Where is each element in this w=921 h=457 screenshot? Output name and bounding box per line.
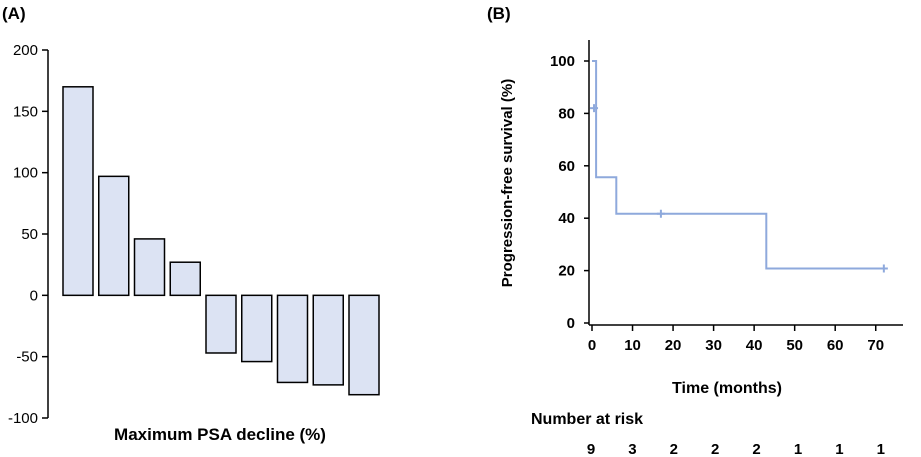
panel-b-survival-chart: (B) 100 80 60 40 20 0 0 10 20 30 40 50 60 70 Progres… [487,4,903,457]
panel-a-y-ticks: 200 150 100 50 0 -50 -100 [8,42,48,427]
panel-a-y-tick-label: 200 [13,42,38,59]
panel-b-y-tick-label: 80 [558,105,575,122]
panel-a-y-tick-label: 150 [13,103,38,120]
panel-a-waterfall-chart: (A) 200 150 100 50 0 -50 -100 Maximum PSA decl… [2,4,380,444]
panel-b-y-ticks: 100 80 60 40 20 0 [550,53,589,332]
panel-a-bar [276,294,309,384]
panel-a-y-tick-label: 0 [30,287,38,304]
panel-a-label: (A) [2,4,26,23]
panel-a-y-tick-label: 100 [13,165,38,182]
panel-a-bars [62,86,380,396]
panel-b-y-tick-label: 40 [558,210,575,227]
panel-b-x-tick-label: 20 [665,337,682,354]
panel-b-x-tick-label: 30 [705,337,722,354]
panel-b-y-tick-label: 0 [567,315,575,332]
risk-table-title: Number at risk [531,411,643,428]
censor-marks [590,104,888,273]
panel-b-x-tick-label: 40 [746,337,763,354]
panel-a-y-tick-label: 50 [21,226,38,243]
panel-a-bar [348,294,380,396]
risk-value: 2 [670,441,678,457]
risk-value: 1 [794,441,802,457]
panel-a-y-tick-label: -100 [8,410,38,427]
panel-a-bar [133,238,166,297]
risk-value: 1 [835,441,843,457]
panel-b-x-tick-label: 10 [624,337,641,354]
panel-b-x-axis-title: Time (months) [672,380,782,397]
panel-b-x-tick-label: 50 [786,337,803,354]
panel-b-y-tick-label: 20 [558,263,575,280]
panel-a-bar [98,175,130,297]
panel-a-bar [62,86,94,297]
risk-table-values: 9 3 2 2 2 1 1 1 [587,441,885,457]
risk-value: 9 [587,441,595,457]
panel-b-x-tick-label: 60 [827,337,844,354]
panel-b-y-tick-label: 60 [558,158,575,175]
panel-b-x-tick-label: 70 [867,337,884,354]
risk-value: 2 [711,441,719,457]
panel-a-x-axis-title: Maximum PSA decline (%) [114,425,326,444]
panel-b-x-ticks: 0 10 20 30 40 50 60 70 [588,325,884,354]
risk-value: 1 [877,441,885,457]
risk-value: 3 [628,441,636,457]
panel-a-y-tick-label: -50 [16,349,38,366]
panel-b-y-tick-label: 100 [550,53,575,70]
survival-curve [592,60,884,270]
panel-b-x-tick-label: 0 [588,337,596,354]
risk-value: 2 [752,441,760,457]
panel-a-bar [169,261,201,297]
panel-a-bar [241,294,273,363]
panel-b-y-axis-title: Progression-free survival (%) [499,79,516,287]
panel-a-bar [312,294,344,386]
panel-b-label: (B) [487,4,511,23]
panel-a-bar [205,294,237,354]
